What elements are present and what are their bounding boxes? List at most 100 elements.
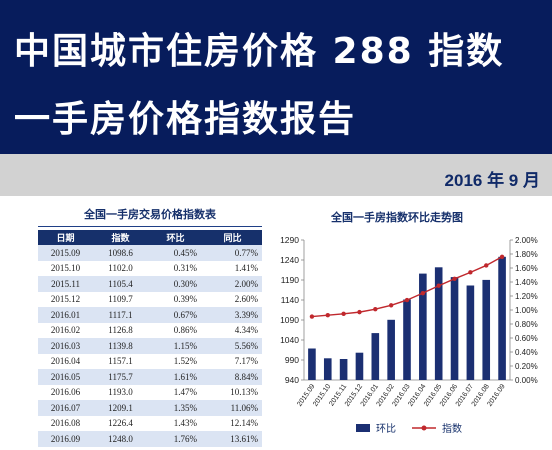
chart-legend: 环比 指数 — [356, 420, 462, 435]
index-table: 日期 指数 环比 同比 2015.09 1098.6 0.45% 0.77% 2015.… — [38, 230, 262, 447]
y-left-tick-label: 1190 — [281, 275, 300, 285]
point-index — [388, 303, 394, 308]
table-row: 2015.11 1105.4 0.30% 2.00% — [38, 276, 262, 292]
table-row: 2016.02 1126.8 0.86% 4.34% — [38, 322, 262, 338]
cell-mom: 0.30% — [147, 276, 203, 292]
bar-mom — [403, 299, 411, 380]
point-index — [452, 276, 457, 281]
cell-yoy: 1.41% — [202, 260, 262, 276]
point-index — [309, 314, 315, 319]
cell-date: 2015.09 — [38, 245, 94, 261]
y-right-tick-label: 0.40% — [515, 348, 538, 357]
legend-label-index: 指数 — [442, 424, 462, 435]
cell-index: 1193.0 — [93, 384, 148, 400]
column-header-index: 指数 — [93, 230, 148, 245]
cell-yoy: 2.00% — [202, 276, 262, 292]
cell-yoy: 8.84% — [202, 369, 262, 385]
y-right-tick-label: 0.20% — [515, 362, 538, 371]
y-right-tick-label: 1.40% — [515, 278, 538, 287]
cell-yoy: 13.61% — [202, 431, 262, 447]
table-row: 2016.08 1226.4 1.43% 12.14% — [38, 415, 262, 431]
cell-yoy: 10.13% — [202, 384, 262, 400]
cell-index: 1126.8 — [93, 322, 148, 338]
column-header-mom: 环比 — [147, 230, 203, 245]
y-left-tick-label: 990 — [285, 355, 299, 365]
y-left-tick-label: 1090 — [280, 315, 299, 325]
y-right-tick-label: 1.80% — [515, 250, 538, 259]
y-right-tick-label: 2.00% — [515, 236, 538, 245]
cell-index: 1102.0 — [93, 260, 148, 276]
table-row: 2016.01 1117.1 0.67% 3.39% — [38, 307, 262, 323]
legend-label-mom: 环比 — [376, 424, 396, 435]
table-title: 全国一手房交易价格指数表 — [84, 208, 216, 221]
y-left-tick-label: 1140 — [281, 295, 300, 305]
bar-mom — [339, 359, 348, 380]
cell-date: 2016.04 — [38, 353, 94, 369]
report-date: 2016 年 9 月 — [444, 171, 540, 190]
y-left-tick-label: 1290 — [280, 235, 299, 245]
cell-index: 1248.0 — [93, 431, 148, 447]
y-left-tick-label: 940 — [285, 375, 299, 385]
table-body: 2015.09 1098.6 0.45% 0.77% 2015.10 1102.0 0.31… — [38, 245, 262, 447]
cell-mom: 0.45% — [147, 245, 203, 261]
cell-yoy: 4.34% — [202, 322, 262, 338]
cell-mom: 0.86% — [147, 322, 203, 338]
cell-index: 1157.1 — [93, 353, 148, 369]
table-row: 2015.12 1109.7 0.39% 2.60% — [38, 291, 262, 307]
date-band — [0, 154, 552, 196]
cell-yoy: 7.17% — [202, 353, 262, 369]
cell-yoy: 12.14% — [202, 415, 262, 431]
cell-date: 2016.01 — [38, 307, 94, 323]
cell-mom: 1.76% — [147, 431, 203, 447]
bar-mom — [387, 319, 395, 380]
y-right-tick-label: 1.00% — [515, 306, 538, 315]
cell-yoy: 0.77% — [202, 245, 262, 261]
y-right-tick-label: 0.80% — [515, 320, 538, 329]
y-left-tick-label: 1040 — [280, 335, 299, 345]
cell-date: 2015.12 — [38, 291, 94, 307]
y-left-tick-label: 1240 — [280, 255, 299, 265]
cell-index: 1117.1 — [93, 307, 148, 323]
cell-date: 2016.03 — [38, 338, 94, 354]
y-right-tick-label: 1.20% — [515, 292, 538, 301]
point-index — [499, 254, 505, 259]
point-index — [325, 313, 330, 318]
header-banner — [0, 0, 552, 154]
column-header-yoy: 同比 — [202, 230, 262, 245]
combo-chart: 940 990 1040 1090 1140 1190 1240 1290 0.00% 0.20%… — [280, 235, 538, 408]
cell-index: 1098.6 — [93, 245, 148, 261]
bar-mom — [450, 277, 459, 380]
cell-mom: 1.52% — [147, 353, 203, 369]
table-row: 2015.10 1102.0 0.31% 1.41% — [38, 260, 262, 276]
bar-mom — [482, 279, 491, 380]
table-row: 2016.04 1157.1 1.52% 7.17% — [38, 353, 262, 369]
cell-mom: 0.31% — [147, 260, 203, 276]
report-title-line1: 中国城市住房价格 288 指数 — [14, 31, 505, 72]
bar-mom — [466, 285, 475, 380]
y-right-tick-label: 0.00% — [515, 376, 538, 385]
y-right-tick-label: 0.60% — [515, 334, 538, 343]
point-index — [484, 263, 489, 268]
bar-mom — [308, 348, 316, 380]
cell-mom: 0.39% — [147, 291, 203, 307]
point-index — [404, 297, 410, 303]
table-row: 2016.03 1139.8 1.15% 5.56% — [38, 338, 262, 354]
legend-bar-swatch — [356, 423, 370, 432]
cell-index: 1105.4 — [93, 276, 148, 292]
legend-line-swatch — [412, 425, 436, 430]
cell-mom: 1.47% — [147, 384, 203, 400]
point-index — [373, 306, 378, 312]
cell-mom: 1.43% — [147, 415, 203, 431]
cell-yoy: 3.39% — [202, 307, 262, 323]
cell-index: 1109.7 — [93, 291, 148, 307]
bar-mom — [371, 333, 380, 380]
cell-index: 1226.4 — [93, 415, 148, 431]
cell-mom: 1.15% — [147, 338, 203, 354]
cell-date: 2016.08 — [38, 415, 94, 431]
cell-date: 2015.10 — [38, 260, 94, 276]
bar-mom — [498, 256, 506, 380]
cell-yoy: 2.60% — [202, 291, 262, 307]
cell-index: 1209.1 — [93, 400, 148, 416]
cell-date: 2016.05 — [38, 369, 94, 385]
column-header-date: 日期 — [38, 230, 94, 245]
